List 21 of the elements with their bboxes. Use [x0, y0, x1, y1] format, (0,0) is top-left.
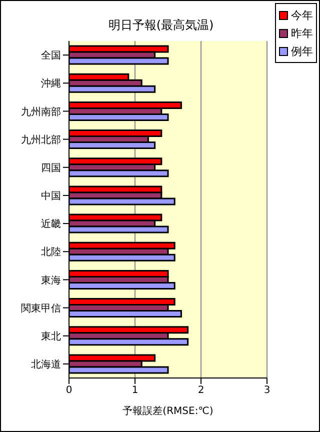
y-tick-label: 沖縄 [41, 78, 61, 90]
x-axis-title: 予報誤差(RMSE:℃) [122, 405, 214, 417]
chart-title: 明日予報(最高気温) [107, 17, 215, 34]
y-tick-label: 四国 [41, 162, 61, 174]
x-tick-label: 1 [132, 385, 138, 396]
y-tick-label: 九州北部 [21, 134, 61, 146]
y-tick-label: 全国 [41, 50, 61, 62]
y-tick-label: 東北 [41, 330, 61, 342]
y-tick-label: 北海道 [31, 358, 61, 371]
x-tick-label: 2 [198, 385, 204, 396]
y-tick-label: 中国 [41, 190, 61, 202]
y-tick-label: 東海 [41, 274, 61, 286]
x-tick-label: 0 [66, 385, 72, 396]
x-tick-label: 3 [264, 385, 270, 396]
y-tick-label: 北陸 [41, 246, 61, 258]
y-tick-label: 関東甲信 [21, 302, 61, 314]
y-tick-label: 九州南部 [21, 106, 61, 118]
legend-label: 昨年 [291, 26, 313, 40]
legend-label: 例年 [291, 44, 313, 58]
legend-label: 今年 [291, 8, 313, 22]
y-tick-label: 近畿 [41, 218, 61, 230]
